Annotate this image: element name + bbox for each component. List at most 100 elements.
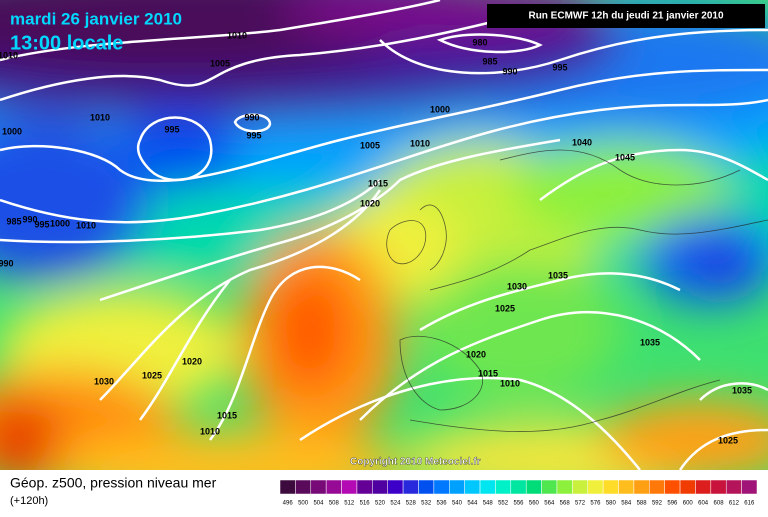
color-swatch [295, 479, 312, 495]
color-swatch [341, 479, 358, 495]
color-level: 612 [729, 501, 740, 507]
color-swatch [402, 479, 419, 495]
color-swatch [479, 479, 496, 495]
color-level: 556 [513, 501, 524, 507]
color-swatch [387, 479, 404, 495]
color-swatch [679, 479, 696, 495]
color-swatch [725, 479, 742, 495]
color-swatch [418, 479, 435, 495]
color-swatch [372, 479, 388, 495]
color-level: 604 [698, 501, 709, 507]
color-swatch [279, 479, 296, 495]
color-level: 540 [452, 501, 463, 507]
color-swatch [310, 479, 327, 495]
color-swatch [572, 479, 588, 495]
isobar-lines [0, 0, 768, 470]
color-swatch [587, 479, 604, 495]
color-level: 524 [390, 501, 401, 507]
color-swatch [356, 479, 373, 495]
run-box [487, 4, 765, 28]
isobar-label: 1045 [615, 152, 635, 162]
isobar-label: 1020 [466, 349, 486, 359]
isobar-label: 985 [6, 216, 21, 226]
color-swatch [664, 479, 681, 495]
color-level: 536 [437, 501, 448, 507]
run-info: Run ECMWF 12h du jeudi 21 janvier 2010 [528, 11, 723, 22]
isobar-label: 1000 [50, 218, 70, 228]
isobar-label: 1035 [640, 337, 660, 347]
isobar-label: 980 [472, 37, 487, 47]
color-swatch [541, 479, 558, 495]
color-swatch [433, 479, 450, 495]
color-swatch [449, 479, 465, 495]
color-level: 532 [421, 501, 432, 507]
color-level: 544 [467, 501, 478, 507]
color-level: 560 [529, 501, 540, 507]
isobar-label: 1030 [94, 376, 114, 386]
isobar-label: 995 [34, 219, 49, 229]
color-level: 572 [575, 501, 586, 507]
color-level: 608 [714, 501, 725, 507]
time-label: 13:00 locale [10, 32, 123, 54]
isobar-label: 1010 [200, 426, 220, 436]
isobar-label: 1010 [410, 138, 430, 148]
color-level: 564 [544, 501, 555, 507]
color-swatch [633, 479, 650, 495]
isobar-label: 1010 [76, 220, 96, 230]
color-level: 592 [652, 501, 663, 507]
color-level: 516 [360, 501, 371, 507]
color-swatch [710, 479, 727, 495]
color-swatch [495, 479, 512, 495]
color-swatch [741, 479, 758, 495]
isobar-label: 995 [246, 130, 261, 140]
isobar-label: 1035 [732, 385, 752, 395]
color-swatch [510, 479, 527, 495]
color-level: 520 [375, 501, 386, 507]
coastlines [386, 149, 768, 432]
color-level: 552 [498, 501, 509, 507]
isobar-label: 1010 [90, 112, 110, 122]
footer-title: Géop. z500, pression niveau mer [10, 475, 217, 491]
isobar-label: 990 [0, 258, 14, 268]
color-swatch [525, 479, 542, 495]
isobar-label: 1040 [572, 137, 592, 147]
isobar-label: 1000 [2, 126, 22, 136]
isobar-label: 990 [502, 66, 517, 76]
color-level: 500 [298, 501, 309, 507]
isobar-label: 990 [244, 112, 259, 122]
isobar-label: 1020 [182, 356, 202, 366]
isobar-label: 1010 [0, 50, 18, 60]
footer-lead: (+120h) [10, 495, 48, 507]
color-level: 496 [283, 501, 294, 507]
color-level: 588 [637, 501, 648, 507]
color-swatch [464, 479, 481, 495]
date-label: mardi 26 janvier 2010 [10, 9, 182, 28]
color-level: 596 [667, 501, 678, 507]
color-level: 584 [621, 501, 632, 507]
color-swatch [649, 479, 665, 495]
isobar-label: 1005 [210, 58, 230, 68]
color-swatch [602, 479, 619, 495]
isobar-label: 1030 [507, 281, 527, 291]
isobar-label: 1010 [227, 30, 247, 40]
isobar-label: 1005 [360, 140, 380, 150]
color-swatch [695, 479, 712, 495]
color-level: 504 [313, 501, 324, 507]
isobar-label: 1000 [430, 104, 450, 114]
isobar-label: 1025 [142, 370, 162, 380]
colorbar: 496 500 504 508 512 516 520 524 528 532 536 540 544 5… [279, 479, 758, 507]
color-level: 580 [606, 501, 617, 507]
color-level: 548 [483, 501, 494, 507]
color-level: 508 [329, 501, 340, 507]
color-level: 568 [560, 501, 571, 507]
isobar-label: 985 [482, 56, 497, 66]
isobar-label: 1025 [495, 303, 515, 313]
isobar-label: 990 [22, 214, 37, 224]
isobar-label: 1015 [217, 410, 237, 420]
isobar-label: 1035 [548, 270, 568, 280]
isobar-label: 995 [552, 62, 567, 72]
isobar-label: 1015 [478, 368, 498, 378]
